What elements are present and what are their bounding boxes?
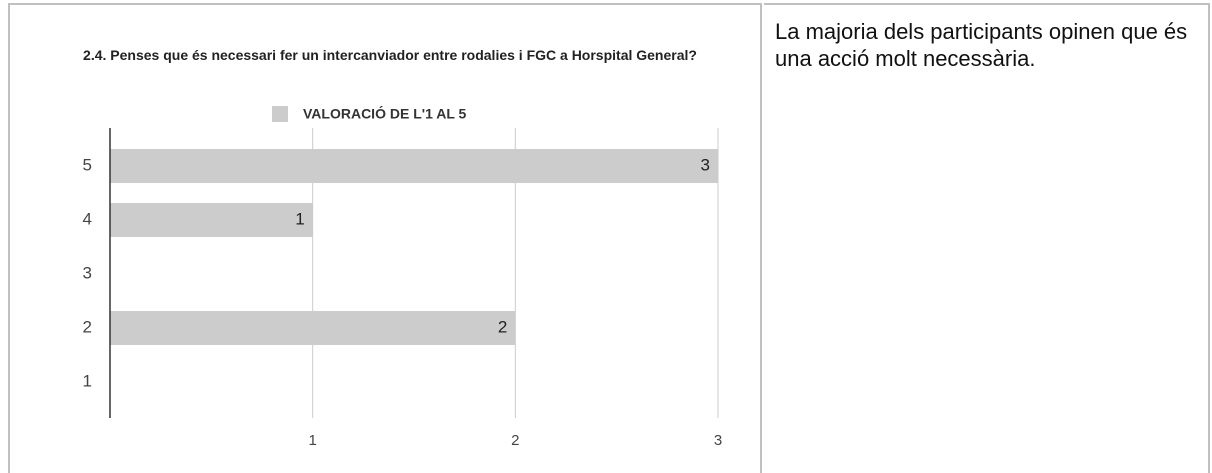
x-tick-label: 3 <box>714 432 722 449</box>
legend-label: VALORACIÓ DE L'1 AL 5 <box>303 105 467 122</box>
chart-title: 2.4. Penses que és necessari fer un inte… <box>83 47 697 63</box>
value-label: 2 <box>498 317 507 336</box>
bar <box>110 203 313 237</box>
bar <box>110 311 516 345</box>
y-tick-label: 2 <box>83 317 92 336</box>
comment-text: La majoria dels participants opinen que … <box>775 19 1188 71</box>
x-tick-label: 1 <box>308 432 316 449</box>
y-tick-label: 4 <box>83 209 92 228</box>
table-cell <box>8 3 762 473</box>
value-label: 1 <box>295 209 304 228</box>
table-cell <box>764 3 1210 473</box>
bar <box>110 149 718 183</box>
y-tick-label: 3 <box>83 263 92 282</box>
x-tick-label: 2 <box>511 432 519 449</box>
legend-swatch <box>272 106 288 122</box>
y-tick-label: 1 <box>83 371 92 390</box>
value-label: 3 <box>701 155 710 174</box>
y-tick-label: 5 <box>83 155 92 174</box>
